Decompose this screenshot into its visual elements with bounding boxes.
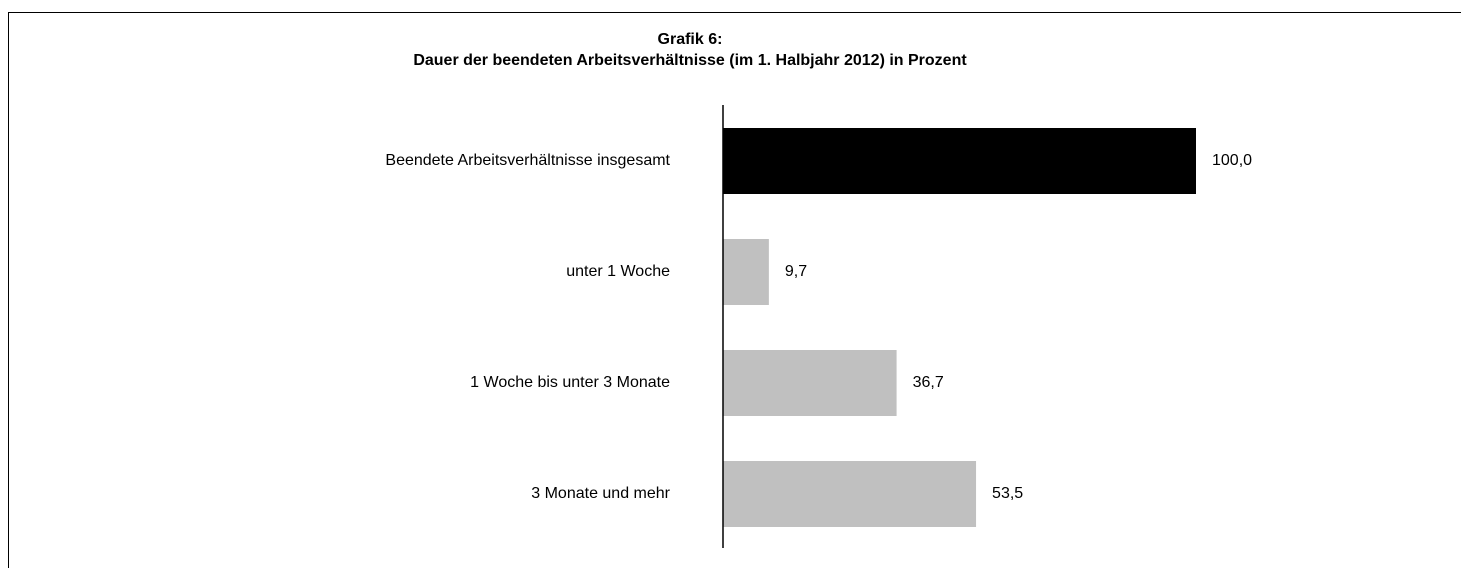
value-label: 36,7: [913, 374, 944, 391]
category-label: 1 Woche bis unter 3 Monate: [470, 374, 670, 391]
category-label: unter 1 Woche: [566, 263, 670, 280]
bar: [723, 350, 897, 416]
value-label: 100,0: [1212, 152, 1252, 169]
bar: [723, 128, 1196, 194]
bar: [723, 461, 977, 527]
frame: [8, 12, 1461, 568]
value-label: 9,7: [785, 263, 807, 280]
category-label: 3 Monate und mehr: [531, 485, 670, 502]
chart-title: Grafik 6:: [658, 31, 723, 48]
bar: [723, 239, 769, 305]
chart-subtitle: Dauer der beendeten Arbeitsverhältnisse …: [413, 52, 967, 69]
category-label: Beendete Arbeitsverhältnisse insgesamt: [385, 152, 670, 169]
value-label: 53,5: [992, 485, 1023, 502]
